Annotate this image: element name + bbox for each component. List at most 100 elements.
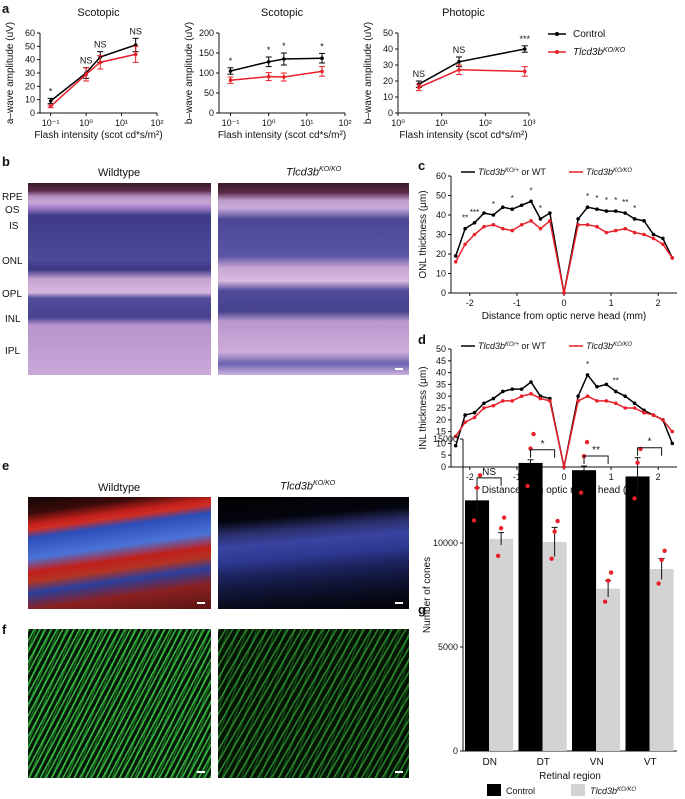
sig-annotation-c: *	[492, 200, 495, 209]
label-b-ko-main: Tlcd3b	[286, 166, 320, 179]
xtick-label-a2: 10⁻¹	[222, 118, 240, 128]
point-d-0	[510, 387, 515, 391]
xtick-label-a3: 10³	[522, 118, 535, 128]
legend-g-control-swatch	[487, 784, 501, 796]
xtick-label-a1: 10⁰	[79, 118, 93, 128]
legend-g-control-label: Control	[506, 786, 535, 796]
legend-a-ko-marker	[555, 50, 559, 54]
bar-DN-1	[489, 538, 514, 751]
sig-annotation-a2: *	[229, 56, 233, 66]
ytick-label-a1: 50	[25, 41, 35, 51]
y-axis-label-a2: b–wave amplitude (uV)	[184, 22, 195, 124]
xtick-label-g: VN	[590, 757, 604, 768]
bar-dot-DN	[501, 515, 507, 520]
point-d-1	[562, 465, 566, 469]
y-axis-label-a1: a–wave amplitude (uV)	[5, 22, 16, 124]
point-d-0	[576, 394, 580, 399]
ytick-label-a1: 30	[25, 68, 35, 78]
x-axis-label-d: Distance from optic nerve head (mm)	[482, 485, 647, 496]
ytick-label-a1: 20	[25, 81, 35, 91]
ytick-label-d: 40	[436, 368, 446, 378]
panel-letter-f: f	[2, 622, 7, 637]
layer-label-inl: INL	[5, 314, 21, 325]
point-a3-1	[522, 69, 527, 74]
bar-dot-DT	[549, 556, 554, 561]
point-a2-1	[282, 75, 286, 79]
series-line-a2-1	[230, 70, 323, 81]
point-d-0	[613, 389, 618, 394]
sig-annotation-a2: *	[267, 45, 271, 55]
point-c-1	[595, 224, 599, 229]
point-d-1	[510, 399, 515, 403]
point-d-0	[453, 443, 458, 448]
chart-title-a2: Scotopic	[261, 7, 304, 19]
ytick-label-g: 0	[453, 746, 458, 756]
series-line-a3-0	[418, 48, 525, 85]
ytick-label-d: 25	[436, 403, 446, 413]
xtick-label-a2: 10¹	[300, 118, 313, 128]
point-c-0	[604, 209, 609, 213]
point-c-1	[548, 219, 552, 223]
point-a2-1	[228, 78, 233, 82]
sig-annotation-d: *	[586, 360, 589, 369]
xtick-label-c: 0	[561, 298, 566, 308]
scale-bar-e-wt	[197, 602, 205, 604]
point-d-1	[482, 406, 486, 410]
bar-dot-DT	[531, 431, 536, 437]
point-c-0	[576, 217, 580, 221]
point-d-0	[463, 413, 467, 417]
sig-annotation-a2: *	[282, 41, 286, 51]
ytick-label-d: 35	[436, 379, 446, 389]
point-c-0	[623, 211, 628, 215]
bar-DT-1	[542, 541, 567, 751]
point-c-1	[562, 291, 566, 295]
x-axis-label-c: Distance from optic nerve head (mm)	[482, 311, 647, 322]
series-line-a2-0	[230, 57, 323, 72]
point-a3-0	[457, 60, 461, 64]
ytick-label-d: 15	[436, 427, 446, 437]
ytick-label-a2: 150	[199, 48, 214, 58]
xtick-label-d: 1	[609, 472, 614, 482]
bar-dot-VN	[584, 439, 590, 445]
ytick-label-d: 30	[436, 391, 446, 401]
point-a1-1	[133, 52, 138, 57]
sig-annotation-c: *	[529, 186, 532, 195]
sig-annotation-c: *	[511, 194, 514, 203]
chart-title-a1: Scotopic	[77, 7, 120, 19]
bar-dot-DT	[525, 483, 530, 489]
series-line-a3-1	[418, 69, 525, 89]
bar-VT-1	[649, 569, 674, 751]
sig-annotation-a1: *	[49, 86, 53, 96]
micrograph-e-wildtype	[28, 497, 211, 609]
xtick-label-a3: 10²	[479, 118, 492, 128]
x-axis-label-g: Retinal region	[539, 771, 601, 782]
bar-dot-VN	[605, 578, 611, 583]
point-d-0	[623, 394, 628, 399]
point-c-1	[651, 236, 656, 241]
point-a1-1	[84, 72, 88, 77]
ytick-label-d: 20	[436, 415, 446, 425]
point-d-0	[632, 401, 637, 406]
point-c-0	[538, 217, 543, 221]
point-d-1	[595, 399, 599, 403]
point-d-1	[604, 399, 609, 403]
xtick-label-d: 0	[561, 472, 566, 482]
bar-dot-VT	[659, 557, 664, 563]
layer-label-os: OS	[5, 205, 20, 216]
point-c-1	[623, 226, 628, 231]
bar-dot-DN	[495, 553, 501, 559]
point-c-0	[529, 199, 533, 204]
ytick-label-a3: 30	[383, 60, 393, 70]
point-c-1	[529, 219, 533, 223]
point-c-1	[670, 256, 675, 260]
ytick-label-a2: 100	[199, 68, 214, 78]
label-e-wildtype: Wildtype	[98, 482, 141, 494]
ytick-label-d: 10	[436, 438, 446, 448]
bar-VN-0	[572, 470, 597, 751]
micrograph-b-ko	[218, 183, 409, 375]
sig-annotation-c: *	[633, 204, 636, 213]
point-d-1	[613, 401, 618, 406]
ytick-label-c: 50	[436, 191, 446, 201]
bar-VT-0	[625, 476, 650, 751]
